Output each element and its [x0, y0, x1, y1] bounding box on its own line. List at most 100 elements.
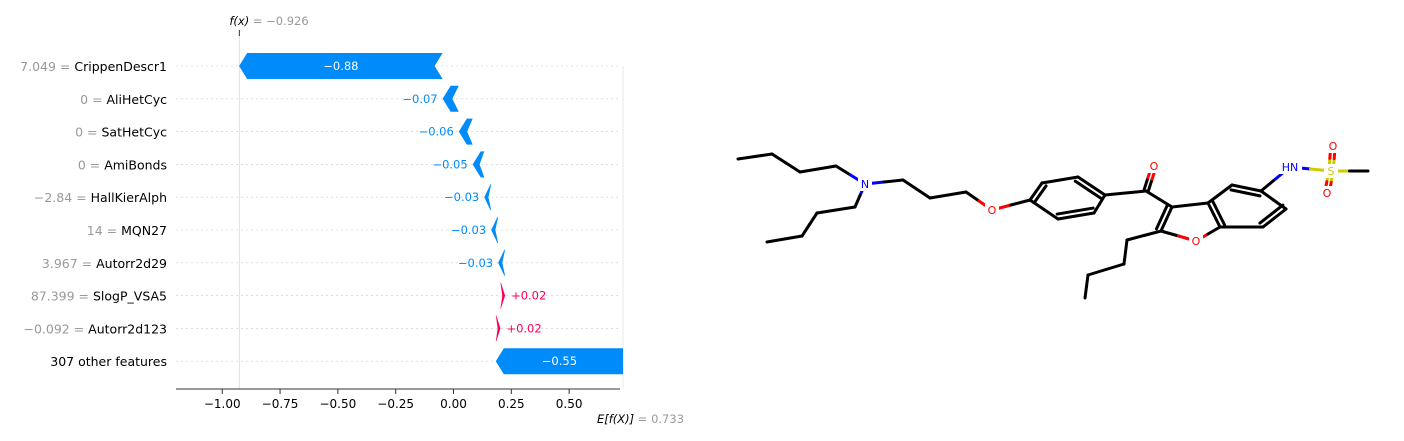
bar-3 [458, 118, 473, 145]
x-tick-label-5: 0.00 [440, 397, 467, 411]
bond-19 [1028, 198, 1046, 211]
bar-label-5: −0.03 [444, 190, 479, 204]
feature-name-7: Autorr2d29 [96, 256, 167, 271]
bar-8 [500, 282, 506, 309]
bar-label-1: −0.88 [323, 59, 358, 73]
atom-sulfonyl-oxygen-2: O [1323, 187, 1332, 200]
feature-value-7: 3.967 = [42, 256, 96, 271]
bar-9 [495, 315, 501, 342]
bond-22 [1159, 217, 1168, 233]
atom-sulfonyl-oxygen-1-bg [1326, 139, 1340, 153]
x-tick-label-1: −1.00 [204, 397, 241, 411]
bond-29 [1272, 198, 1288, 211]
bond-32 [1259, 177, 1277, 193]
bar-1 [239, 53, 443, 79]
bar-label-2: −0.07 [402, 92, 437, 106]
bar-label-4: −0.05 [432, 157, 467, 171]
atom-sulfur: S [1328, 165, 1335, 178]
bond-24 [1206, 225, 1222, 236]
bond-18 [1074, 211, 1096, 218]
bond-6 [834, 205, 857, 212]
bond-25 [1212, 213, 1222, 229]
bond-38 [1083, 285, 1088, 300]
bond-37 [1104, 262, 1126, 271]
bond-19 [1042, 208, 1060, 221]
bond-3 [798, 167, 820, 174]
feature-label-9: −0.092 = Autorr2d123 [23, 321, 167, 336]
x-tick-label-7: 0.50 [556, 397, 583, 411]
bond-d4 [1154, 215, 1164, 231]
feature-label-10: 307 other features [50, 354, 167, 369]
feature-label-3: 0 = SatHetCyc [75, 125, 167, 140]
feature-label-4: 0 = AmiBonds [78, 157, 167, 172]
bar-5 [484, 184, 492, 211]
atom-sulfonyl-oxygen-2-bg [1320, 186, 1334, 200]
feature-label-1: 7.049 = CrippenDescr1 [20, 59, 167, 74]
bond-28 [1230, 183, 1248, 190]
bond-d6 [1229, 188, 1247, 195]
bond-15 [1040, 178, 1062, 185]
bond-1 [753, 152, 774, 158]
bond-36 [1122, 250, 1127, 266]
bond-d2 [1073, 179, 1091, 192]
bond-12 [964, 190, 981, 203]
feature-value-4: 0 = [78, 157, 104, 172]
bar-label-8: +0.02 [511, 289, 546, 303]
feature-name-9: Autorr2d123 [88, 321, 167, 336]
bond-10 [901, 178, 918, 191]
feature-value-2: 0 = [80, 92, 106, 107]
bond-26 [1170, 203, 1192, 209]
expected-label: E[f(X)] [597, 412, 634, 426]
bond-7 [800, 223, 811, 238]
feature-label-7: 3.967 = Autorr2d29 [42, 256, 167, 271]
bar-label-3: −0.06 [419, 125, 454, 139]
feature-value-3: 0 = [75, 125, 101, 140]
bond-d2 [1087, 188, 1104, 201]
bond-23 [1159, 229, 1180, 238]
atom-carbonyl-oxygen: O [1150, 160, 1159, 173]
bond-25 [1206, 201, 1216, 217]
bond-22 [1165, 205, 1174, 221]
bond-13 [1009, 198, 1032, 207]
feature-name-6: MQN27 [121, 223, 167, 238]
bond-36 [1124, 238, 1129, 254]
feature-value-5: −2.84 = [34, 190, 91, 205]
bond-d8 [1146, 177, 1154, 194]
bond-d7 [1269, 203, 1285, 216]
bond-8 [783, 234, 804, 241]
bond-d7 [1258, 212, 1273, 225]
bar-label-9: +0.02 [506, 321, 541, 335]
x-tick-label-2: −0.75 [262, 397, 299, 411]
atom-amide-bg [1278, 160, 1302, 174]
bond-14 [1028, 190, 1038, 202]
atom-furan-oxygen: O [1192, 235, 1201, 248]
bond-9 [882, 178, 905, 184]
bond-28 [1245, 186, 1263, 193]
bond-17 [1092, 202, 1101, 215]
bar-label-6: −0.03 [451, 223, 486, 237]
bond-5 [853, 194, 862, 209]
bond-8 [765, 237, 786, 244]
bond-10 [915, 187, 932, 200]
bar-6 [491, 217, 499, 243]
atom-amide-nitrogen: HN [1282, 161, 1299, 174]
bond-27 [1218, 183, 1234, 196]
bond-15 [1058, 175, 1080, 182]
bond-27 [1206, 192, 1222, 205]
feature-label-5: −2.84 = HallKierAlph [34, 190, 167, 205]
bond-3 [816, 164, 838, 171]
fx-label: f(x) [229, 14, 249, 28]
bond-4 [834, 164, 852, 177]
x-tick-label-4: −0.25 [377, 397, 414, 411]
waterfall-chart: −0.88 7.049 = CrippenDescr1 −0.07 0 = AliHe… [20, 14, 684, 426]
bar-7 [498, 249, 506, 276]
bond-d1 [1038, 184, 1048, 196]
fx-annotation: f(x) = −0.926 [229, 14, 308, 28]
bar-label-10: −0.55 [542, 354, 577, 368]
bar-4 [472, 151, 485, 178]
bond-20 [1124, 189, 1148, 195]
atom-sulfonyl-oxygen-1: O [1329, 140, 1338, 153]
feature-value-9: −0.092 = [23, 321, 88, 336]
atom-furan-oxygen-bg [1189, 234, 1203, 248]
